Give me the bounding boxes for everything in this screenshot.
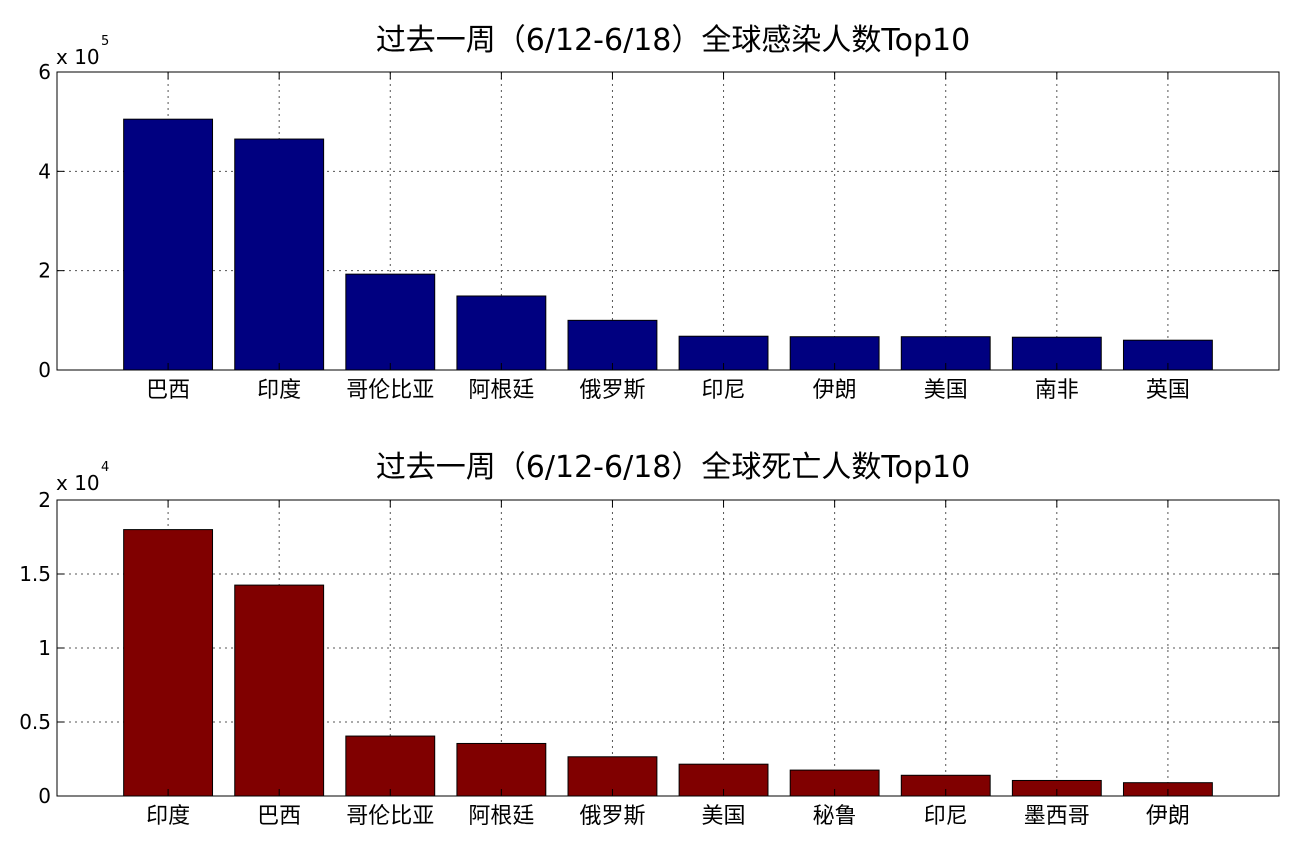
bar-俄罗斯 bbox=[567, 319, 658, 371]
x-tick-label: 南非 bbox=[1035, 378, 1079, 403]
x-tick-label: 印度 bbox=[257, 378, 301, 403]
x-tick-labels: 巴西 印度 哥伦比亚 阿根廷 俄罗斯 印尼 伊朗 美国 南非 英国 bbox=[146, 72, 1190, 403]
x-tick-label: 墨西哥 bbox=[1024, 804, 1090, 829]
x-tick-label: 美国 bbox=[702, 804, 746, 829]
x-tick-label: 哥伦比亚 bbox=[346, 804, 434, 829]
bar-哥伦比亚 bbox=[345, 273, 436, 371]
y-tick-label: 0 bbox=[38, 784, 51, 808]
x-tick-label: 美国 bbox=[924, 378, 968, 403]
y-ticks: 0 2 4 6 bbox=[38, 60, 1279, 382]
bars bbox=[123, 118, 1213, 371]
x-tick-label: 巴西 bbox=[257, 804, 301, 829]
x-tick-label: 印尼 bbox=[924, 804, 968, 829]
bar-巴西 bbox=[234, 584, 325, 797]
x-tick-labels: 印度 巴西 哥伦比亚 阿根廷 俄罗斯 美国 秘鲁 印尼 墨西哥 伊朗 bbox=[146, 500, 1190, 829]
x-tick-label: 秘鲁 bbox=[813, 804, 857, 829]
x-tick-label: 英国 bbox=[1146, 378, 1190, 403]
y-tick-label: 4 bbox=[38, 159, 51, 183]
y-exponent-power: 4 bbox=[101, 460, 109, 475]
x-tick-label: 印尼 bbox=[702, 378, 746, 403]
x-tick-label: 伊朗 bbox=[813, 378, 857, 403]
bar-印度 bbox=[234, 138, 325, 371]
x-tick-label: 巴西 bbox=[146, 378, 190, 403]
x-tick-label: 哥伦比亚 bbox=[346, 378, 434, 403]
bar-哥伦比亚 bbox=[345, 735, 436, 797]
x-tick-label: 阿根廷 bbox=[468, 804, 534, 829]
y-exponent-power: 5 bbox=[101, 34, 109, 49]
x-tick-label: 俄罗斯 bbox=[579, 804, 645, 829]
bar-阿根廷 bbox=[456, 742, 547, 797]
y-exponent-base: x 10 bbox=[56, 471, 100, 495]
y-tick-label: 6 bbox=[38, 60, 51, 84]
deaths-chart: 过去一周（6/12-6/18）全球死亡人数Top10 x 10 4 0 0.5 1 1… bbox=[19, 450, 1280, 829]
bar-巴西 bbox=[123, 118, 214, 371]
bar-阿根廷 bbox=[456, 295, 547, 371]
x-tick-label: 印度 bbox=[146, 804, 190, 829]
x-tick-label: 俄罗斯 bbox=[579, 378, 645, 403]
x-tick-label: 阿根廷 bbox=[468, 378, 534, 403]
chart-title: 过去一周（6/12-6/18）全球死亡人数Top10 bbox=[376, 450, 970, 485]
y-exponent-base: x 10 bbox=[56, 45, 100, 69]
y-tick-label: 0.5 bbox=[19, 710, 51, 734]
plot-frame bbox=[56, 71, 1280, 371]
y-tick-label: 1 bbox=[38, 636, 51, 660]
y-tick-label: 1.5 bbox=[19, 562, 51, 586]
infections-chart: 过去一周（6/12-6/18）全球感染人数Top10 x 10 5 0 2 4 6 巴… bbox=[38, 23, 1280, 403]
bars bbox=[123, 529, 1213, 797]
chart-title: 过去一周（6/12-6/18）全球感染人数Top10 bbox=[376, 23, 970, 58]
y-tick-label: 2 bbox=[38, 259, 51, 283]
y-tick-label: 2 bbox=[38, 488, 51, 512]
y-ticks: 0 0.5 1 1.5 2 bbox=[19, 488, 1279, 808]
bar-印度 bbox=[123, 529, 214, 797]
y-tick-label: 0 bbox=[38, 358, 51, 382]
x-tick-label: 伊朗 bbox=[1146, 804, 1190, 829]
